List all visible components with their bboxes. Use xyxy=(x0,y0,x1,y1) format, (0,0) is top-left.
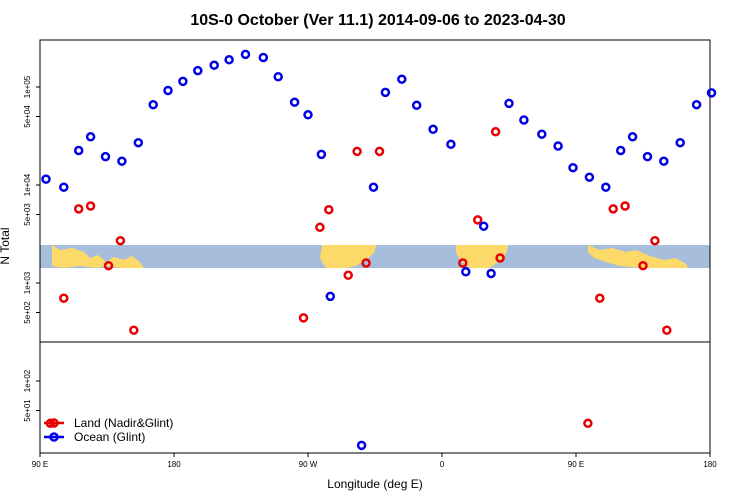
land-point xyxy=(361,258,371,268)
y-tick-label: 1e+05 xyxy=(23,75,32,98)
ocean-point xyxy=(148,99,158,110)
legend-label-land: Land (Nadir&Glint) xyxy=(74,416,173,430)
ocean-point xyxy=(100,151,111,162)
ocean-point xyxy=(380,87,391,98)
land-point xyxy=(650,235,660,246)
ocean-point xyxy=(691,99,702,110)
land-point xyxy=(608,204,618,214)
land-point xyxy=(490,126,501,137)
land-point xyxy=(129,325,139,335)
ocean-point xyxy=(117,156,127,166)
map-band xyxy=(40,245,710,268)
ocean-point xyxy=(659,156,669,166)
ocean-point xyxy=(258,52,269,63)
plot-frame xyxy=(39,39,711,454)
ocean-point xyxy=(519,115,529,125)
ocean-band xyxy=(40,245,710,268)
land-point xyxy=(620,201,630,211)
land-point xyxy=(73,204,84,214)
ocean-point xyxy=(193,65,203,76)
x-axis-label: Longitude (deg E) xyxy=(327,477,422,491)
legend: Land (Nadir&Glint) Ocean (Glint) xyxy=(44,416,173,444)
ocean-point xyxy=(133,137,144,148)
ocean-point xyxy=(642,151,653,162)
land-point xyxy=(595,293,605,303)
land-shape-australia xyxy=(52,245,144,268)
ocean-point xyxy=(289,97,300,107)
land-point xyxy=(472,215,483,225)
ocean-point xyxy=(584,172,595,182)
y-tick-label: 1e+02 xyxy=(23,369,32,392)
x-tick-label: 90 E xyxy=(568,460,584,469)
legend-marker-land xyxy=(49,418,59,428)
ocean-point xyxy=(316,149,327,160)
y-axis: 5e+01 1e+02 5e+02 1e+03 5e+03 1e+04 5e+04 1e+05 xyxy=(23,75,40,422)
ocean-point xyxy=(397,74,407,84)
land-point xyxy=(298,313,309,323)
ocean-point xyxy=(325,291,336,302)
ocean-point xyxy=(163,85,173,96)
chart-title: 10S-0 October (Ver 11.1) 2014-09-06 to 2… xyxy=(190,12,565,29)
ocean-point xyxy=(553,141,563,151)
ocean-point xyxy=(537,129,547,139)
land-point xyxy=(662,325,672,335)
ocean-point xyxy=(368,182,379,192)
ocean-point xyxy=(209,60,219,70)
land-point xyxy=(583,418,593,429)
land-shape-indonesia xyxy=(588,245,688,268)
ocean-point xyxy=(568,162,578,173)
x-tick-label: 180 xyxy=(167,460,181,469)
land-point xyxy=(59,293,69,303)
legend-marker-ocean xyxy=(49,432,59,442)
y-tick-label: 5e+04 xyxy=(23,105,32,128)
ocean-point xyxy=(303,110,313,120)
land-point xyxy=(324,204,334,215)
x-tick-label: 90 W xyxy=(299,460,318,469)
x-tick-label: 0 xyxy=(440,460,445,469)
ocean-point xyxy=(461,267,471,277)
y-tick-label: 1e+03 xyxy=(23,271,32,294)
ocean-point xyxy=(41,174,51,184)
ocean-point xyxy=(240,49,251,60)
ocean-point xyxy=(446,139,456,150)
land-point xyxy=(115,235,126,246)
ocean-point xyxy=(85,132,96,142)
ocean-point xyxy=(601,182,611,192)
ocean-point xyxy=(178,76,188,87)
land-point xyxy=(495,253,505,263)
land-point xyxy=(374,146,385,157)
y-tick-label: 5e+01 xyxy=(23,399,32,422)
ocean-point xyxy=(478,221,489,231)
land-point xyxy=(103,260,114,271)
ocean-point xyxy=(627,132,638,142)
y-axis-label: N Total xyxy=(0,227,12,264)
ocean-point xyxy=(411,100,422,111)
x-tick-label: 180 xyxy=(703,460,717,469)
land-point xyxy=(315,222,325,233)
ocean-point xyxy=(706,88,717,98)
ocean-point xyxy=(356,440,367,451)
land-point xyxy=(85,201,96,211)
land-point xyxy=(458,258,468,268)
ocean-point xyxy=(59,182,69,192)
ocean-point xyxy=(73,145,84,156)
legend-label-ocean: Ocean (Glint) xyxy=(74,430,145,444)
ocean-point xyxy=(273,72,283,82)
ocean-point xyxy=(675,137,685,148)
y-tick-label: 5e+03 xyxy=(23,203,32,226)
ocean-point xyxy=(504,98,514,109)
x-axis: 90 E 180 90 W 0 90 E 180 xyxy=(32,453,717,469)
y-tick-label: 5e+02 xyxy=(23,301,32,324)
land-point xyxy=(352,146,362,157)
land-shape-africa xyxy=(456,245,508,268)
ocean-point xyxy=(428,124,438,135)
x-tick-label: 90 E xyxy=(32,460,48,469)
land-point xyxy=(343,270,353,280)
ocean-point xyxy=(486,268,496,279)
ocean-point xyxy=(224,54,234,65)
ocean-point xyxy=(615,145,626,156)
y-tick-label: 1e+04 xyxy=(23,173,32,196)
land-point xyxy=(638,260,648,271)
